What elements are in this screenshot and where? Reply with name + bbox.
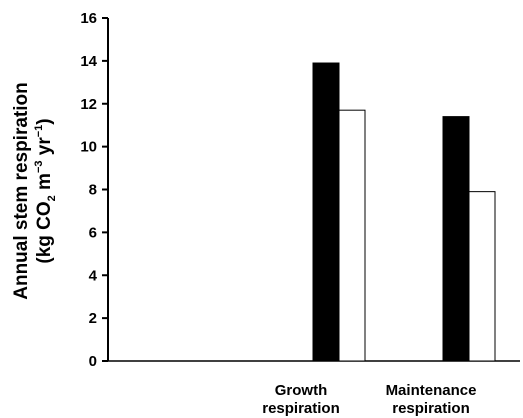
y-tick-label: 14 [80,53,97,70]
ylabel-part1: (kg CO [34,201,55,263]
y-tick-label: 4 [89,267,98,284]
y-axis-label-line1: Annual stem respiration [11,82,32,300]
y-tick-label: 10 [80,139,97,156]
ylabel-part2: m [34,173,55,195]
x-category-label: respiration [392,400,470,417]
y-axis-label-line2: (kg CO2 m−3 yr−1) [33,118,58,263]
x-category-label: respiration [262,400,340,417]
x-category-label: Growth [275,382,328,399]
y-axis-label: Annual stem respiration (kg CO2 m−3 yr−1… [11,82,58,300]
bar [312,62,340,362]
y-tick-label: 16 [80,10,97,27]
y-tick-label: 2 [89,310,97,327]
ylabel-part3: yr [34,137,55,161]
ylabel-part4: ) [34,118,55,124]
y-tick-label: 6 [89,224,97,241]
y-tick-label: 12 [80,96,97,113]
ylabel-subscript: 2 [46,195,58,201]
bar [338,109,366,362]
bar [468,191,496,362]
x-category-label: Maintenance [386,382,477,399]
bar [442,116,470,362]
bars [312,62,496,362]
y-tick-labels: 0 2 4 6 8 10 12 14 16 [80,10,97,370]
ylabel-superscript-1: −3 [33,160,45,173]
y-tick-label: 0 [89,353,97,370]
y-tick-label: 8 [89,182,97,199]
ylabel-superscript-2: −1 [33,125,45,138]
